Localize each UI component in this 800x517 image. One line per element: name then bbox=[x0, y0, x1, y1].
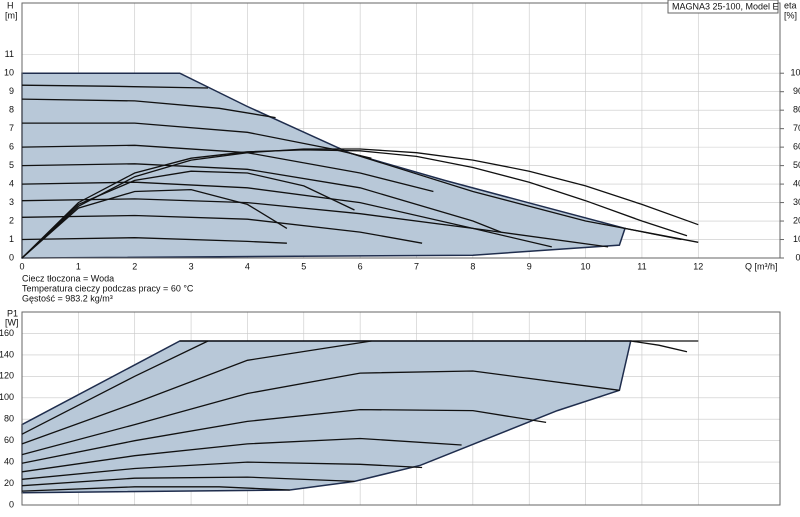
y2-tick-label: 20 bbox=[793, 215, 800, 225]
x-tick-label: 8 bbox=[470, 261, 475, 271]
efficiency-curve bbox=[21, 149, 688, 259]
y2-tick-label: 0 bbox=[795, 252, 800, 262]
x-tick-label: 2 bbox=[132, 261, 137, 271]
y-label: H bbox=[7, 0, 14, 10]
x-tick-label: 4 bbox=[245, 261, 250, 271]
y2-tick-label: 10 bbox=[793, 234, 800, 244]
y-tick-label: 5 bbox=[9, 160, 14, 170]
x-tick-label: 12 bbox=[693, 261, 703, 271]
y2-label: eta bbox=[784, 0, 797, 10]
y-tick-label: 160 bbox=[0, 328, 14, 338]
y-tick-label: 40 bbox=[4, 456, 14, 466]
y-tick-label: 4 bbox=[9, 178, 14, 188]
x-tick-label: 7 bbox=[414, 261, 419, 271]
y2-tick-label: 100 bbox=[790, 68, 800, 78]
y-tick-label: 6 bbox=[9, 142, 14, 152]
efficiency-curve bbox=[21, 188, 288, 259]
curve bbox=[22, 122, 372, 159]
y-tick-label: 20 bbox=[4, 478, 14, 488]
y2-tick-label: 40 bbox=[793, 178, 800, 188]
title-box bbox=[667, 0, 779, 14]
note: Temperatura cieczy podczas pracy = 60 °C bbox=[22, 283, 194, 293]
y-tick-label: 100 bbox=[0, 392, 14, 402]
operating-area bbox=[21, 72, 626, 259]
y-tick-label: 140 bbox=[0, 349, 14, 359]
x-tick-label: 11 bbox=[637, 261, 646, 271]
x-tick-label: 9 bbox=[527, 261, 532, 271]
curve bbox=[21, 340, 209, 435]
efficiency-curve bbox=[21, 148, 699, 259]
curve bbox=[21, 476, 355, 487]
curve bbox=[21, 84, 209, 89]
efficiency-curve bbox=[21, 170, 355, 259]
y-unit: [W] bbox=[5, 317, 19, 327]
y-label: P1 bbox=[7, 308, 18, 318]
x-tick-label: 0 bbox=[19, 261, 24, 271]
x-tick-label: 1 bbox=[76, 261, 81, 271]
y2-tick-label: 60 bbox=[793, 142, 800, 152]
x-tick-label: 10 bbox=[581, 261, 591, 271]
y-tick-label: 9 bbox=[9, 86, 14, 96]
y2-unit: [%] bbox=[784, 10, 797, 20]
top-plot-frame bbox=[21, 2, 781, 259]
x-tick-label: 5 bbox=[301, 261, 306, 271]
curve bbox=[21, 370, 620, 456]
curve bbox=[21, 437, 462, 473]
curve bbox=[21, 98, 276, 119]
chart-title: MAGNA3 25-100, Model E bbox=[672, 1, 779, 11]
y-tick-label: 3 bbox=[9, 197, 14, 207]
curve bbox=[21, 486, 290, 492]
y2-tick-label: 30 bbox=[793, 197, 800, 207]
y-tick-label: 80 bbox=[4, 414, 14, 424]
x-tick-label: 6 bbox=[358, 261, 363, 271]
note: Gęstość = 983.2 kg/m³ bbox=[22, 293, 113, 303]
curve bbox=[624, 227, 682, 241]
y-tick-label: 7 bbox=[9, 123, 14, 133]
y-tick-label: 60 bbox=[4, 435, 14, 445]
y-tick-label: 11 bbox=[5, 49, 14, 59]
curve bbox=[21, 237, 287, 244]
y-tick-label: 1 bbox=[9, 234, 14, 244]
y-unit: [m] bbox=[5, 10, 18, 20]
curve bbox=[21, 408, 547, 464]
y2-tick-label: 90 bbox=[793, 86, 800, 96]
y2-tick-label: 70 bbox=[793, 123, 800, 133]
curve bbox=[21, 163, 502, 233]
x-tick-label: 3 bbox=[189, 261, 194, 271]
y2-tick-label: 80 bbox=[793, 105, 800, 115]
y-tick-label: 0 bbox=[9, 499, 14, 509]
y-tick-label: 10 bbox=[4, 68, 14, 78]
curve bbox=[21, 198, 609, 248]
y-tick-label: 0 bbox=[9, 252, 14, 262]
curve bbox=[21, 214, 423, 244]
note: Ciecz tłoczona = Woda bbox=[22, 273, 114, 283]
y2-tick-label: 50 bbox=[793, 160, 800, 170]
curve bbox=[21, 340, 372, 445]
curve bbox=[630, 340, 688, 353]
bottom-plot-frame bbox=[21, 311, 781, 506]
y-tick-label: 2 bbox=[9, 215, 14, 225]
curve bbox=[21, 461, 423, 480]
y-tick-label: 120 bbox=[0, 371, 14, 381]
x-label: Q [m³/h] bbox=[745, 261, 778, 271]
y-tick-label: 8 bbox=[9, 105, 14, 115]
